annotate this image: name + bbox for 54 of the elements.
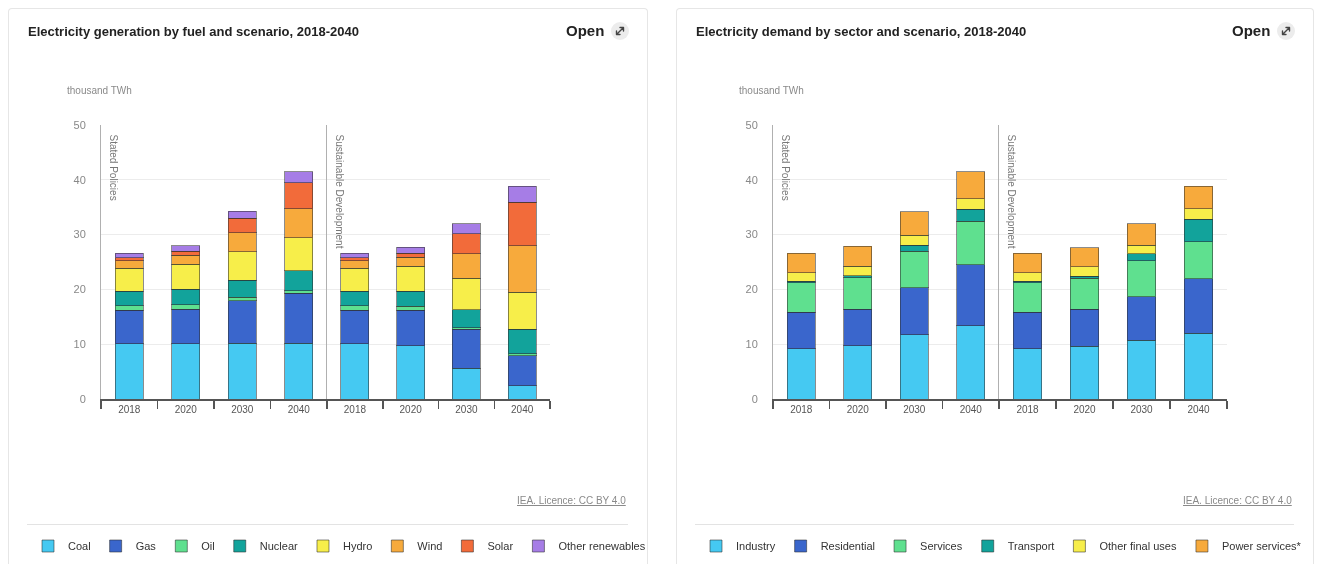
y-axis-title: thousand TWh	[67, 85, 132, 96]
x-tick-label: 2018	[118, 403, 141, 415]
y-tick-label: 40	[73, 173, 86, 186]
x-tick-label: 2018	[1016, 403, 1040, 415]
annotation: Sustainable Development	[333, 134, 345, 249]
legend-label: Other renewables	[558, 540, 646, 553]
x-tick-label: 2020	[1073, 403, 1097, 415]
x-tick-label: 2020	[846, 403, 870, 415]
y-tick-label: 30	[745, 228, 758, 241]
legend-label: Wind	[417, 540, 443, 553]
chart-title: Electricity demand by sector and scenario, 2018-2040	[696, 23, 1027, 39]
legend-label: Industry	[736, 540, 776, 553]
x-tick-label: 2030	[455, 403, 478, 415]
x-tick-label: 2020	[174, 403, 198, 415]
text: Open	[566, 22, 605, 39]
x-tick-label: 2040	[959, 403, 983, 415]
y-tick-label: 0	[751, 392, 758, 405]
text: Open	[1232, 22, 1271, 39]
x-tick-label: 2030	[903, 403, 926, 415]
legend-label: Other final uses	[1099, 540, 1177, 553]
y-axis-title: thousand TWh	[739, 85, 804, 96]
y-tick-label: 50	[73, 118, 86, 131]
y-tick-label: 40	[745, 173, 758, 186]
x-tick-label: 2040	[511, 403, 534, 415]
y-tick-label: 10	[73, 338, 86, 351]
legend-label: Nuclear	[259, 540, 298, 553]
annotation: Sustainable Development	[1005, 134, 1017, 249]
annotation: Stated Policies	[779, 134, 791, 201]
x-tick-label: 2040	[287, 403, 311, 415]
legend-label: Residential	[820, 540, 876, 553]
legend-label: Hydro	[342, 540, 373, 553]
y-tick-label: 50	[745, 118, 758, 131]
x-tick-label: 2030	[1130, 403, 1154, 415]
legend-label: Services	[920, 540, 963, 553]
legend-label: Gas	[135, 540, 157, 553]
x-tick-label: 2020	[399, 403, 423, 415]
legend-label: Power services*	[1221, 540, 1302, 553]
x-tick-label: 2018	[343, 403, 367, 415]
x-tick-label: 2018	[790, 403, 813, 415]
x-tick-label: 2040	[1187, 403, 1211, 415]
y-tick-label: 0	[79, 392, 86, 405]
annotation: Stated Policies	[107, 134, 119, 201]
legend-label: Oil	[201, 540, 215, 553]
x-tick-label: 2030	[231, 403, 254, 415]
legend-label: Transport	[1007, 540, 1055, 553]
text: IEA. Licence: CC BY 4.0	[517, 495, 627, 506]
text: IEA. Licence: CC BY 4.0	[1183, 495, 1293, 506]
y-tick-label: 20	[73, 283, 86, 296]
y-tick-label: 10	[745, 338, 758, 351]
chart-title: Electricity generation by fuel and scenario, 2018-2040	[28, 23, 359, 39]
y-tick-label: 30	[73, 228, 86, 241]
y-tick-label: 20	[745, 283, 758, 296]
legend-label: Solar	[487, 540, 514, 553]
legend-label: Coal	[68, 540, 91, 553]
